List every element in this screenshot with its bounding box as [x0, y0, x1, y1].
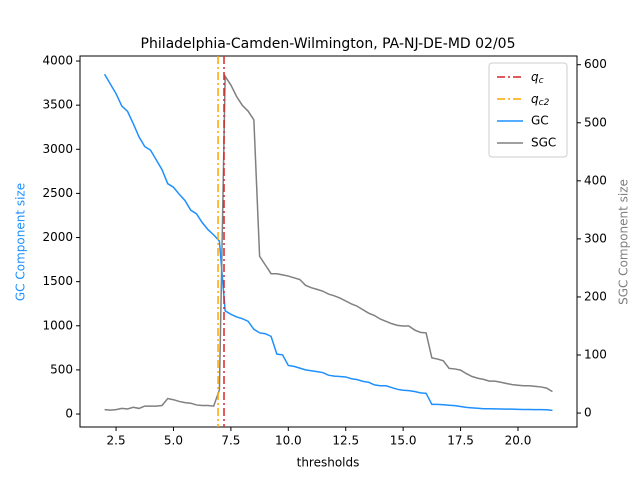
legend-label: SGC [531, 136, 556, 150]
y2-tick-label: 200 [584, 289, 607, 303]
y-tick-label: 3500 [42, 98, 73, 112]
legend-box [488, 62, 568, 158]
x-tick-label: 5.0 [164, 434, 183, 448]
y-tick-label: 1500 [42, 274, 73, 288]
x-tick-label: 15.0 [390, 434, 417, 448]
x-tick-label: 20.0 [505, 434, 532, 448]
x-tick-label: 10.0 [275, 434, 302, 448]
legend-label-main: q [531, 70, 539, 84]
legend-label: GC [531, 114, 549, 128]
series-line [104, 73, 553, 411]
y2-tick-label: 100 [584, 348, 607, 362]
plot-frame [79, 55, 578, 428]
legend-label-sub: c2 [539, 98, 550, 108]
y-tick-label: 500 [50, 362, 73, 376]
x-tick-label: 12.5 [332, 434, 359, 448]
y2-tick-label: 0 [584, 406, 592, 420]
legend-label-main: q [531, 92, 539, 106]
x-axis-label: thresholds [297, 456, 360, 470]
y2-tick-label: 600 [584, 57, 607, 71]
x-tick-label: 2.5 [107, 434, 126, 448]
y-axis-label: GC Component size [14, 183, 28, 301]
y-tick-label: 2000 [42, 230, 73, 244]
y2-tick-label: 400 [584, 173, 607, 187]
y-tick-label: 0 [65, 407, 73, 421]
y2-tick-label: 300 [584, 231, 607, 245]
y2-tick-label: 500 [584, 115, 607, 129]
legend-label: qc [531, 70, 544, 86]
chart-title: Philadelphia-Camden-Wilmington, PA-NJ-DE… [141, 36, 516, 52]
y-tick-label: 2500 [42, 186, 73, 200]
legend-label: qc2 [531, 92, 550, 108]
series-line [103, 73, 553, 412]
legend-label-sub: c [539, 76, 544, 86]
x-tick-label: 17.5 [447, 434, 474, 448]
y-tick-label: 1000 [42, 318, 73, 332]
y-tick-label: 3000 [42, 142, 73, 156]
y-tick-label: 4000 [42, 54, 73, 68]
y2-axis-label: SGC Component size [617, 179, 631, 305]
x-tick-label: 7.5 [221, 434, 240, 448]
